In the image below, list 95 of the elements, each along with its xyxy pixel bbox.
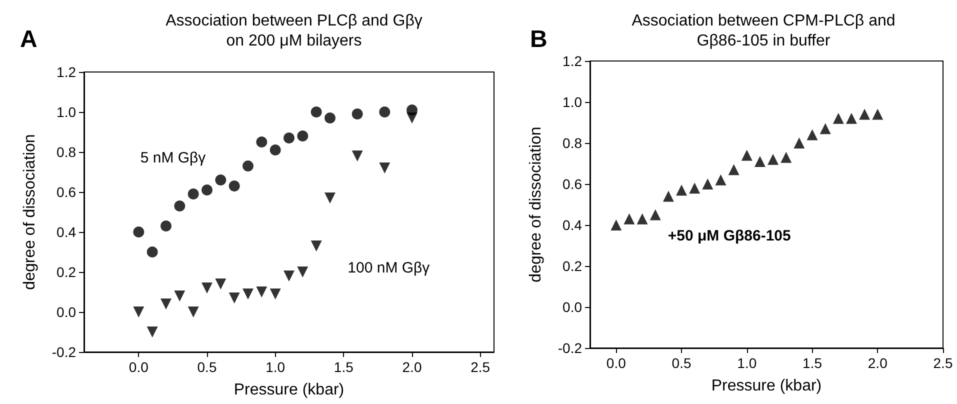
point <box>324 192 336 204</box>
point <box>188 188 199 200</box>
x-axis-title: Pressure (kbar) <box>711 378 822 394</box>
point <box>133 226 144 238</box>
chart-title: Association between PLCβ and Gβγ on 200 μM bilayers <box>166 12 422 50</box>
point <box>846 112 857 124</box>
text: 100 nM Gβγ <box>348 260 430 276</box>
point <box>702 178 714 190</box>
point <box>146 326 158 338</box>
point <box>160 220 172 232</box>
point <box>284 270 294 282</box>
point <box>133 306 144 318</box>
y-tick-label: 0.8 <box>56 144 76 160</box>
x-tick-label: 1.0 <box>737 355 757 371</box>
y-tick-label: 1.0 <box>56 104 76 120</box>
x-tick-label: 0.0 <box>128 359 149 375</box>
point <box>662 190 674 202</box>
series-label: +50 μM Gβ86-105 <box>668 227 791 244</box>
point <box>859 108 870 120</box>
x-tick-label: 0.5 <box>197 359 217 375</box>
y-tick-label: 0.0 <box>56 304 76 320</box>
y-tick-label: 0.2 <box>562 258 582 274</box>
chart-title: Association between CPM-PLCβ and Gβ86-105 in buffer <box>632 12 896 50</box>
point <box>202 184 212 196</box>
point <box>624 213 635 224</box>
point <box>780 152 792 163</box>
point <box>174 290 186 302</box>
y-tick-label: 0.6 <box>56 184 76 200</box>
series-label: 5 nM Gβγ <box>140 150 206 166</box>
point <box>715 174 726 186</box>
point <box>379 106 390 118</box>
point <box>202 282 212 294</box>
y-axis-title: degree of dissociation <box>528 126 544 282</box>
point <box>754 156 766 167</box>
point <box>215 278 226 290</box>
point <box>256 286 268 298</box>
point <box>284 132 294 144</box>
y-tick-label: -0.2 <box>52 344 76 360</box>
x-axis-title: Pressure (kbar) <box>234 382 344 398</box>
point <box>650 209 661 220</box>
x-tick-label: 0.5 <box>672 355 692 371</box>
point <box>872 108 884 120</box>
point <box>806 129 818 140</box>
point <box>689 182 700 194</box>
y-tick-label: 0.4 <box>562 217 582 233</box>
y-tick-label: 0.6 <box>562 176 582 192</box>
y-tick-label: 0.0 <box>562 299 582 315</box>
point <box>242 160 254 172</box>
point <box>352 108 363 120</box>
x-tick-label: 2.0 <box>868 355 888 371</box>
point <box>379 162 390 174</box>
point <box>794 138 805 148</box>
y-tick-label: 1.2 <box>562 53 582 69</box>
x-tick-label: 1.0 <box>266 359 286 375</box>
point <box>270 288 281 300</box>
y-tick-label: 0.4 <box>56 224 76 240</box>
point <box>297 266 308 278</box>
point <box>352 150 363 162</box>
text: B <box>530 26 548 54</box>
point <box>741 150 752 161</box>
point <box>228 180 240 192</box>
x-tick-label: 0.0 <box>606 355 626 371</box>
y-tick-label: 1.0 <box>562 94 582 110</box>
x-tick-label: 2.5 <box>470 359 490 375</box>
text: A <box>20 26 38 54</box>
point <box>728 164 740 176</box>
point <box>310 240 322 252</box>
y-axis-title: degree of dissociation <box>22 134 38 290</box>
point <box>174 200 186 212</box>
y-tick-label: 0.2 <box>56 264 76 280</box>
point <box>310 106 322 118</box>
point <box>215 174 226 186</box>
point <box>242 288 254 300</box>
x-tick-label: 1.5 <box>802 355 822 371</box>
point <box>188 306 199 318</box>
point <box>676 184 688 196</box>
x-tick-label: 1.5 <box>334 359 354 375</box>
point <box>256 136 268 148</box>
point <box>270 144 281 156</box>
y-tick-label: -0.2 <box>558 340 582 356</box>
point <box>146 246 158 258</box>
y-tick-label: 0.8 <box>562 135 582 151</box>
point <box>160 298 172 310</box>
point <box>297 130 308 142</box>
point <box>610 220 622 230</box>
x-tick-label: 2.5 <box>933 355 953 371</box>
point <box>820 123 831 134</box>
point <box>636 213 648 224</box>
point <box>832 112 844 124</box>
y-tick-label: 1.2 <box>56 64 76 80</box>
point <box>228 292 240 304</box>
point <box>324 112 336 124</box>
point <box>768 154 779 165</box>
point <box>406 112 418 124</box>
x-tick-label: 2.0 <box>402 359 422 375</box>
